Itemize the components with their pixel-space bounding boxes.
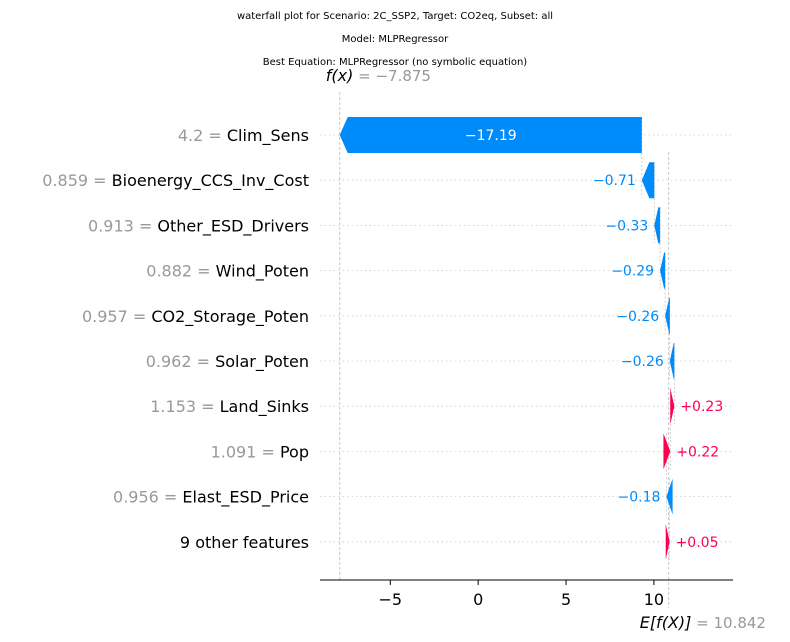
bar-value-label: −0.26 [621, 354, 664, 370]
fx-value: = −7.875 [353, 67, 431, 85]
bars: −17.19 −0.71 −0.33 −0.29 −0.26 −0.26 +0.23 +0.2… [339, 117, 723, 560]
x-tick-label: 5 [561, 590, 571, 609]
feature-name: CO2_Storage_Poten [151, 307, 309, 327]
feature-name: Pop [280, 442, 309, 461]
feature-value: 0.913 = [88, 216, 157, 235]
waterfall-bar [666, 478, 673, 515]
x-axis: f(x) = −7.875 −5 0 5 10 E[f(X)] = 10.842 [320, 66, 766, 632]
feature-label: 0.913 = Other_ESD_Drivers [88, 216, 309, 236]
chart-subtitle-equation: Best Equation: MLPRegressor (no symbolic… [263, 57, 527, 68]
feature-name: Land_Sinks [220, 397, 309, 417]
waterfall-bar [654, 207, 661, 244]
feature-label: 4.2 = Clim_Sens [178, 126, 309, 146]
x-tick-label: −5 [379, 590, 403, 609]
waterfall-bar [663, 433, 671, 470]
feature-label: 1.153 = Land_Sinks [150, 397, 309, 417]
chart-titles: waterfall plot for Scenario: 2C_SSP2, Ta… [237, 11, 553, 68]
feature-value: 0.882 = [146, 262, 215, 281]
waterfall-bar [641, 162, 655, 199]
feature-value: 4.2 = [178, 126, 227, 145]
feature-label: 9 other features [180, 533, 309, 552]
bar-value-label: −0.71 [593, 173, 636, 189]
feature-label: 0.962 = Solar_Poten [146, 352, 309, 372]
feature-name: Elast_ESD_Price [182, 488, 309, 508]
waterfall-bar [665, 523, 670, 560]
bar-value-label: −0.18 [618, 490, 661, 506]
fx-label: f(x) [326, 66, 354, 85]
bar-value-label: +0.05 [676, 535, 719, 551]
bar-value-label: −0.26 [616, 309, 659, 325]
feature-name: Bioenergy_CCS_Inv_Cost [112, 171, 309, 191]
feature-value: 1.153 = [150, 397, 219, 416]
feature-value: 0.962 = [146, 352, 215, 371]
reference-lines [339, 92, 675, 608]
gridlines [320, 134, 733, 543]
feature-name: Solar_Poten [215, 352, 309, 372]
feature-name: Other_ESD_Drivers [157, 216, 309, 236]
bar-value-label: −17.19 [465, 128, 517, 144]
feature-name: Clim_Sens [227, 126, 309, 146]
base-label: E[f(X)] [640, 613, 692, 632]
bar-value-label: −0.33 [605, 218, 648, 234]
x-tick-label: 0 [473, 590, 483, 609]
waterfall-bar [665, 297, 670, 334]
feature-value: 0.956 = [113, 488, 182, 507]
x-tick-label: 10 [644, 590, 664, 609]
waterfall-bar [339, 117, 642, 153]
feature-labels: 4.2 = Clim_Sens 0.859 = Bioenergy_CCS_Inv… [42, 126, 309, 552]
bar-value-label: +0.23 [680, 399, 723, 415]
feature-label: 0.957 = CO2_Storage_Poten [82, 307, 309, 327]
bar-value-label: +0.22 [676, 444, 719, 460]
base-value: = 10.842 [691, 614, 766, 632]
fx-annotation: f(x) = −7.875 [326, 66, 431, 85]
feature-label: 1.091 = Pop [211, 442, 309, 461]
feature-name: Wind_Poten [216, 262, 309, 282]
feature-label: 0.956 = Elast_ESD_Price [113, 488, 309, 508]
feature-label: 0.882 = Wind_Poten [146, 262, 309, 282]
feature-value: 0.859 = [42, 171, 111, 190]
feature-value: 0.957 = [82, 307, 151, 326]
base-annotation: E[f(X)] = 10.842 [640, 613, 766, 632]
feature-label: 0.859 = Bioenergy_CCS_Inv_Cost [42, 171, 309, 191]
waterfall-bar [660, 252, 666, 289]
waterfall-bar [669, 343, 675, 379]
chart-title: waterfall plot for Scenario: 2C_SSP2, Ta… [237, 11, 553, 22]
waterfall-bar [670, 388, 675, 425]
chart-subtitle-model: Model: MLPRegressor [342, 34, 449, 45]
feature-value: 1.091 = [211, 442, 280, 461]
bar-value-label: −0.29 [611, 264, 654, 280]
feature-name: 9 other features [180, 533, 309, 552]
